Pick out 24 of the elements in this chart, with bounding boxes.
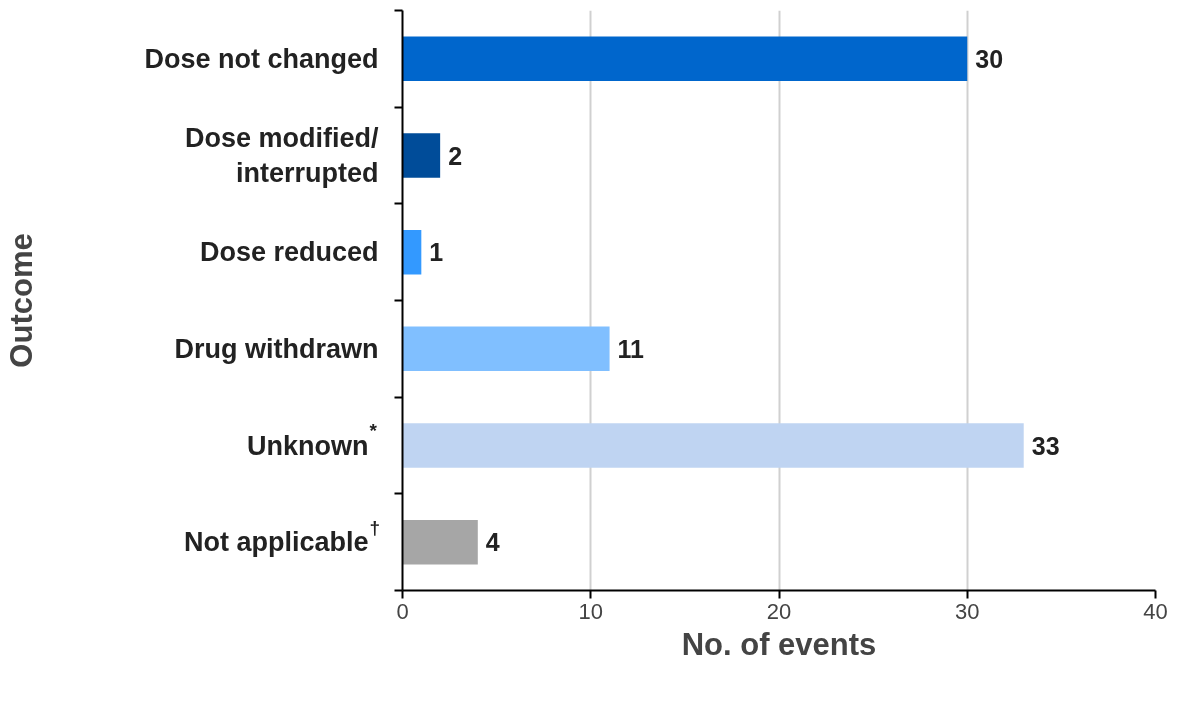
bar [402,36,968,82]
data-label: 1 [429,238,444,267]
x-tick-label: 30 [955,598,980,624]
data-label: 4 [485,528,500,557]
bar [402,326,610,372]
x-tick-label: 0 [396,598,409,624]
x-tick-label: 40 [1143,598,1168,624]
y-tick-label: Drug withdrawn [174,333,379,364]
data-label: 2 [448,141,463,170]
x-tick-label: 10 [578,598,603,624]
y-tick-label: Dose modified/ interrupted [184,123,379,188]
bar [402,423,1024,468]
data-label: 30 [975,44,1004,73]
y-tick-label: Dose not changed [144,43,379,74]
x-tick-label: 20 [766,598,792,624]
y-axis-title: Outcome [3,233,39,368]
y-tick-label: Dose reduced [199,237,379,268]
bar [402,133,441,178]
y-tick-label: Unknown* [247,420,378,461]
data-label: 11 [617,334,645,363]
x-axis-title: No. of events [681,626,877,662]
data-label: 33 [1031,431,1060,460]
bar [402,519,478,565]
y-tick-label: Not applicable† [183,516,381,558]
